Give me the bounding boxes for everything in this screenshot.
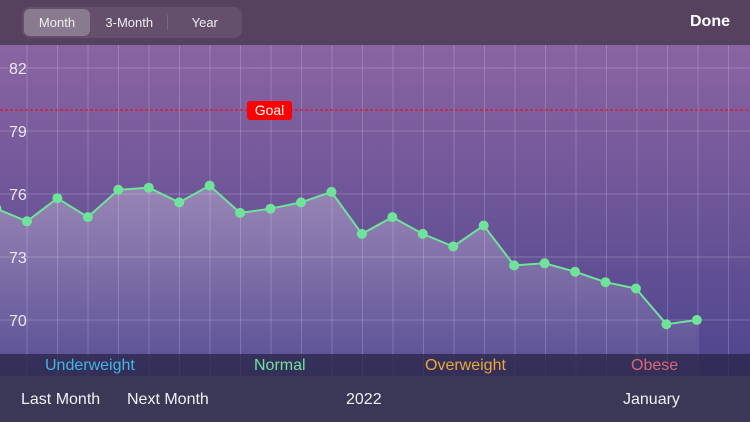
next-month-button[interactable]: Next Month bbox=[127, 391, 209, 408]
bottom-bar: Last Month Next Month 2022 January bbox=[0, 376, 750, 422]
period-segmented-control[interactable]: Month 3-Month Year bbox=[22, 7, 242, 38]
data-point[interactable] bbox=[82, 212, 93, 223]
goal-badge bbox=[247, 101, 292, 120]
data-point[interactable] bbox=[509, 260, 520, 271]
bmi-bands: Underweight Normal Overweight Obese bbox=[0, 354, 750, 376]
band-overweight: Overweight bbox=[425, 357, 506, 374]
data-point[interactable] bbox=[265, 203, 276, 214]
series-line bbox=[0, 184, 697, 326]
band-obese: Obese bbox=[631, 357, 679, 374]
segment-year[interactable]: Year bbox=[191, 15, 218, 30]
year-label: 2022 bbox=[346, 391, 382, 408]
goal-label: Goal bbox=[255, 102, 285, 118]
data-point[interactable] bbox=[570, 266, 581, 277]
data-point[interactable] bbox=[21, 216, 32, 227]
series-area bbox=[0, 185, 697, 376]
data-point[interactable] bbox=[448, 241, 459, 252]
segment-month[interactable]: Month bbox=[24, 9, 90, 36]
y-tick-label: 79 bbox=[9, 124, 27, 141]
top-bar: Month 3-Month Year Done bbox=[0, 0, 750, 45]
data-point[interactable] bbox=[478, 220, 489, 231]
data-point[interactable] bbox=[296, 197, 306, 208]
data-point[interactable] bbox=[174, 197, 185, 208]
data-point[interactable] bbox=[113, 184, 124, 195]
data-point[interactable] bbox=[204, 180, 215, 191]
data-point[interactable] bbox=[630, 283, 641, 294]
data-point[interactable] bbox=[387, 212, 398, 223]
data-point[interactable] bbox=[143, 182, 154, 193]
data-point[interactable] bbox=[356, 228, 367, 239]
weight-chart: 827976737067 Goal bbox=[0, 45, 750, 376]
data-point[interactable] bbox=[539, 258, 550, 269]
done-button[interactable]: Done bbox=[690, 13, 730, 30]
month-label: January bbox=[623, 391, 680, 408]
y-tick-label: 76 bbox=[9, 187, 27, 204]
data-point[interactable] bbox=[0, 204, 2, 214]
last-month-button[interactable]: Last Month bbox=[21, 391, 101, 408]
data-point[interactable] bbox=[600, 277, 611, 288]
segment-divider bbox=[166, 15, 168, 30]
band-normal: Normal bbox=[254, 357, 306, 374]
data-point[interactable] bbox=[691, 315, 702, 325]
segment-3-month[interactable]: 3-Month bbox=[105, 15, 154, 30]
data-point[interactable] bbox=[52, 193, 63, 204]
data-point[interactable] bbox=[417, 228, 428, 239]
data-point[interactable] bbox=[235, 207, 246, 218]
band-underweight: Underweight bbox=[45, 357, 135, 374]
data-point[interactable] bbox=[326, 186, 337, 197]
y-tick-label: 82 bbox=[9, 61, 27, 78]
data-point[interactable] bbox=[661, 319, 672, 330]
